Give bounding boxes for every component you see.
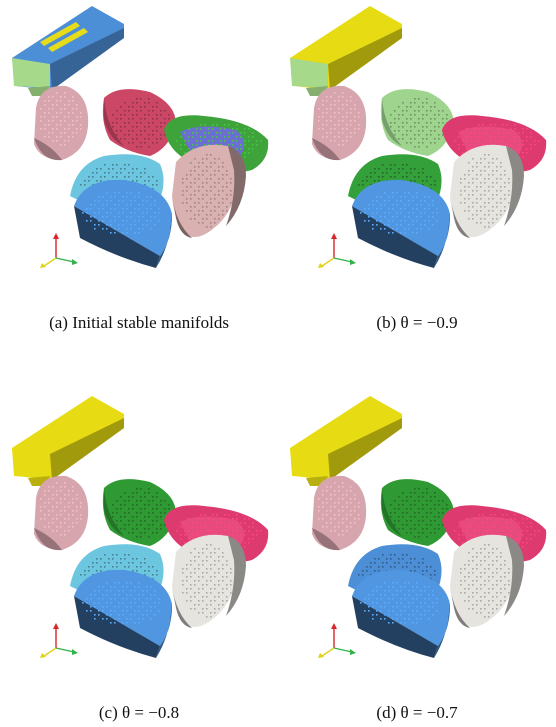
right-blob — [450, 144, 524, 238]
caption-c: (c) θ = −0.8 — [0, 703, 278, 723]
right-blob — [172, 534, 246, 628]
top-bar — [12, 396, 124, 486]
caption-text: θ = −0.8 — [122, 703, 180, 722]
left-blob — [34, 475, 89, 551]
right-blob — [450, 534, 524, 628]
top-bar — [290, 6, 402, 96]
axis-triad-icon — [318, 623, 356, 658]
middle-blob — [102, 479, 176, 546]
panel-b — [278, 0, 556, 300]
bottom-blob — [74, 569, 172, 658]
caption-b: (b) θ = −0.9 — [278, 313, 556, 333]
left-blob — [312, 475, 367, 551]
rendering-c — [12, 396, 269, 658]
middle-blob — [380, 89, 454, 156]
panel-d — [278, 390, 556, 690]
bottom-blob — [74, 179, 172, 268]
panel-a — [0, 0, 278, 300]
rendering-a — [12, 6, 269, 268]
axis-triad-icon — [40, 623, 78, 658]
caption-text: θ = −0.7 — [400, 703, 458, 722]
bottom-blob — [352, 569, 450, 658]
caption-d: (d) θ = −0.7 — [278, 703, 556, 723]
caption-label: (d) — [376, 703, 397, 722]
right-blob — [172, 144, 246, 238]
middle-blob — [380, 479, 454, 546]
top-bar — [290, 396, 402, 486]
caption-label: (a) — [49, 313, 68, 332]
top-bar — [12, 6, 124, 96]
caption-text: Initial stable manifolds — [72, 313, 229, 332]
left-blob — [312, 85, 367, 161]
caption-label: (c) — [98, 703, 118, 722]
middle-blob — [102, 89, 176, 156]
panel-c — [0, 390, 278, 690]
caption-a: (a) Initial stable manifolds — [0, 313, 278, 333]
axis-triad-icon — [40, 233, 78, 268]
left-blob — [34, 85, 89, 161]
rendering-d — [290, 396, 547, 658]
rendering-b — [290, 6, 547, 268]
caption-text: θ = −0.9 — [400, 313, 458, 332]
caption-label: (b) — [376, 313, 397, 332]
bottom-blob — [352, 179, 450, 268]
axis-triad-icon — [318, 233, 356, 268]
